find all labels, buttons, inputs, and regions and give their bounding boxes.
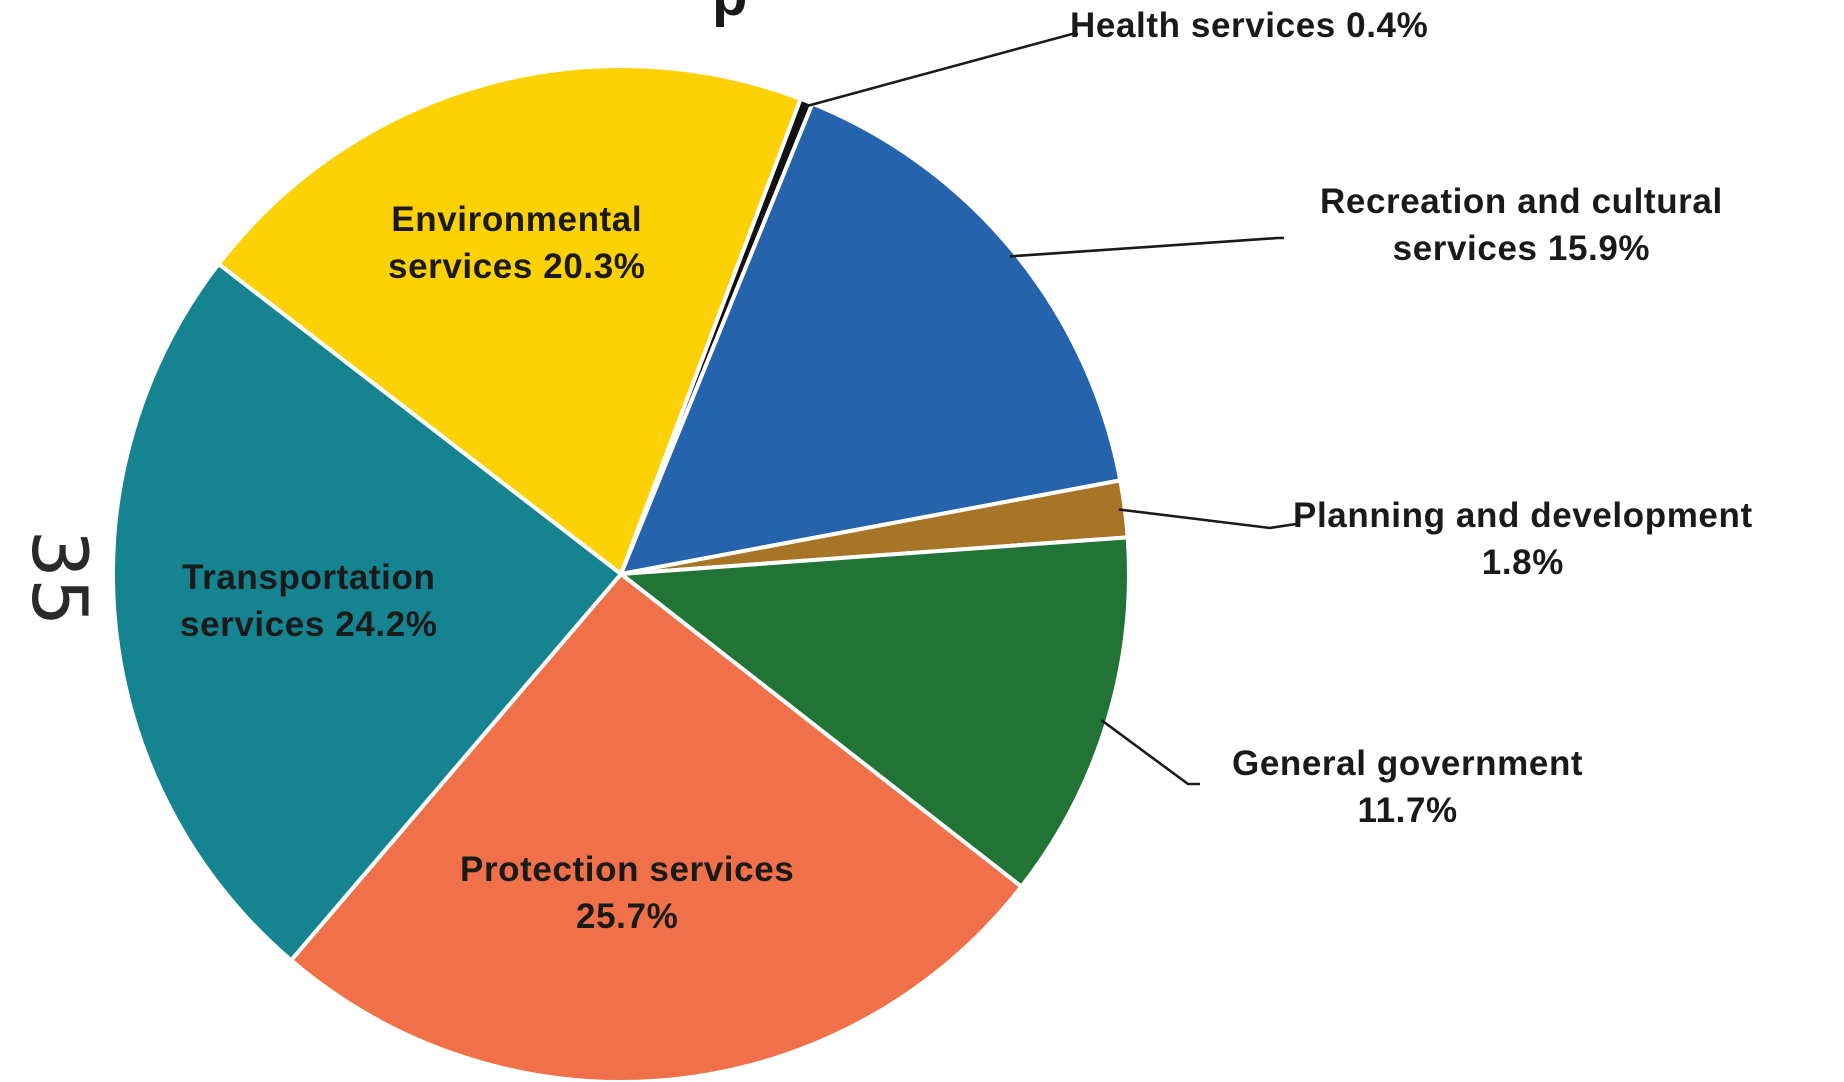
label-environmental-services-line2: services 20.3%: [388, 247, 646, 286]
label-transportation-services-line2: services 24.2%: [180, 605, 438, 644]
label-transportation-services-line1: Transportation: [182, 558, 436, 597]
label-health-services-line1: Health services 0.4%: [1070, 6, 1429, 45]
label-planning-development-line2: 1.8%: [1481, 543, 1564, 582]
slice-recreation-cultural: [619, 101, 1123, 576]
label-recreation-cultural-line1: Recreation and cultural: [1320, 182, 1723, 221]
label-general-government: General government 11.7%: [1232, 740, 1583, 834]
label-recreation-cultural-line2: services 15.9%: [1392, 229, 1651, 268]
label-environmental-services: Environmental services 20.3%: [388, 196, 646, 290]
leader-planning-development: [1118, 508, 1297, 530]
label-protection-services-line2: 25.7%: [576, 897, 679, 936]
leader-health-services: [803, 32, 1078, 108]
chart-title-fragment: p: [712, 0, 747, 26]
leader-general-government: [1100, 719, 1200, 786]
label-general-government-line1: General government: [1232, 744, 1584, 783]
slice-general-government: [619, 535, 1131, 889]
label-recreation-cultural: Recreation and cultural services 15.9%: [1320, 178, 1723, 272]
label-transportation-services: Transportation services 24.2%: [180, 554, 438, 648]
label-planning-development-line1: Planning and development: [1293, 496, 1753, 535]
slice-transportation-services: [111, 261, 623, 963]
label-protection-services: Protection services 25.7%: [460, 846, 794, 940]
label-environmental-services-line1: Environmental: [391, 200, 643, 239]
slice-protection-services: [289, 572, 1024, 1082]
label-health-services: Health services 0.4%: [1070, 2, 1428, 49]
label-protection-services-line1: Protection services: [460, 850, 795, 889]
slice-environmental-services: [216, 64, 803, 576]
label-general-government-line2: 11.7%: [1357, 791, 1458, 830]
label-planning-development: Planning and development 1.8%: [1293, 492, 1753, 586]
leader-recreation-cultural: [1009, 236, 1284, 258]
handwritten-page-number: 35: [15, 529, 104, 627]
